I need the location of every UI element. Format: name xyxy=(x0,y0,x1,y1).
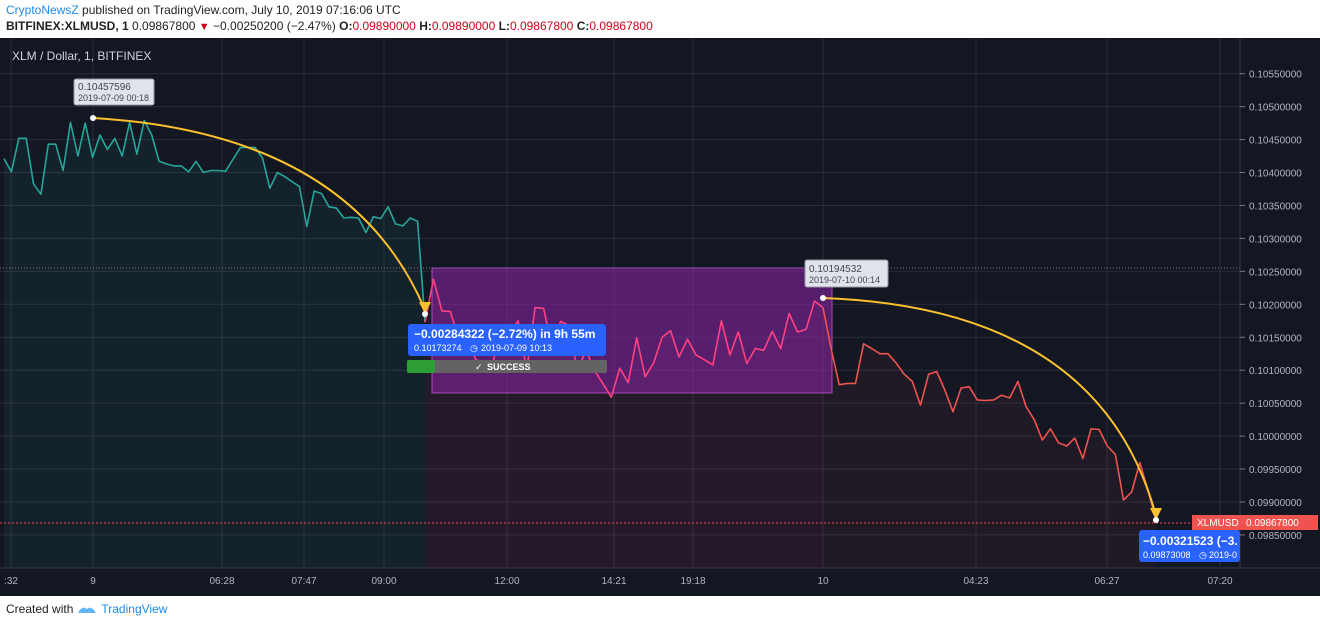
y-tick-label: 0.10550000 xyxy=(1249,70,1302,81)
peak-label-1[interactable]: 0.10457596 2019-07-09 00:18 xyxy=(73,78,155,106)
change-value: −0.00250200 (−2.47%) xyxy=(213,19,336,33)
measure-2-marker xyxy=(1153,517,1159,523)
last-price-symbol: XLMUSD xyxy=(1197,518,1239,529)
measure-label-2[interactable]: −0.00321523 (−3. 0.09873008 ◷ 2019-0 xyxy=(1139,530,1240,562)
x-tick-label: 06:28 xyxy=(209,576,234,587)
x-tick-label: 04:23 xyxy=(963,576,988,587)
y-tick-label: 0.10350000 xyxy=(1249,201,1302,212)
y-tick-label: 0.10450000 xyxy=(1249,136,1302,147)
x-tick-label: 14:21 xyxy=(601,576,626,587)
y-tick-label: 0.10250000 xyxy=(1249,267,1302,278)
y-tick-label: 0.10000000 xyxy=(1249,432,1302,443)
y-tick-label: 0.10400000 xyxy=(1249,169,1302,180)
measure-1-date: 2019-07-09 10:13 xyxy=(481,343,552,353)
y-tick-label: 0.09850000 xyxy=(1249,531,1302,542)
low-value: 0.09867800 xyxy=(509,19,574,33)
peak-2-marker xyxy=(820,295,826,301)
open-value: 0.09890000 xyxy=(352,19,416,33)
x-tick-label: 10 xyxy=(817,576,829,587)
y-tick-label: 0.10500000 xyxy=(1249,103,1302,114)
measure-2-price: 0.09873008 xyxy=(1143,550,1191,560)
y-tick-label: 0.10300000 xyxy=(1249,234,1302,245)
measure-1-price: 0.10173274 xyxy=(414,343,462,353)
close-value: 0.09867800 xyxy=(589,19,653,33)
measure-2-change: −0.00321523 (−3. xyxy=(1143,534,1238,548)
x-tick-label: 07:20 xyxy=(1207,576,1232,587)
series-line xyxy=(822,307,1157,521)
symbol-label: BITFINEX:XLMUSD, 1 xyxy=(6,19,129,33)
success-badge: ✓ SUCCESS xyxy=(407,360,607,373)
chart-title: XLM / Dollar, 1, BITFINEX xyxy=(12,49,151,63)
series-area xyxy=(823,307,1156,568)
open-label: O: xyxy=(339,19,353,33)
created-with-text: Created with xyxy=(6,602,74,616)
published-text: published on TradingView.com, July 10, 2… xyxy=(82,3,401,17)
y-tick-label: 0.09950000 xyxy=(1249,465,1302,476)
y-axis: 0.10550000 0.10500000 0.10450000 0.10400000… xyxy=(1240,70,1302,542)
measure-2-date: 2019-0 xyxy=(1209,550,1237,560)
clock-icon: ◷ xyxy=(470,343,478,353)
trend-arrows xyxy=(92,117,1162,520)
footer: Created with TradingView xyxy=(6,602,167,616)
peak-1-marker xyxy=(90,115,96,121)
last-price-value: 0.09867800 xyxy=(1246,518,1299,529)
y-tick-label: 0.10150000 xyxy=(1249,333,1302,344)
check-icon: ✓ xyxy=(475,362,483,372)
y-tick-label: 0.10100000 xyxy=(1249,366,1302,377)
series-area xyxy=(4,120,425,568)
arrowhead-2 xyxy=(1150,508,1162,520)
x-tick-label: 06:27 xyxy=(1094,576,1119,587)
ohlc-line: BITFINEX:XLMUSD, 1 0.09867800 ▼ −0.00250… xyxy=(6,19,653,33)
arrowhead-1 xyxy=(419,302,431,314)
clock-icon: ◷ xyxy=(1199,550,1207,560)
y-tick-label: 0.10200000 xyxy=(1249,300,1302,311)
publish-line: CryptoNewsZ published on TradingView.com… xyxy=(6,3,401,17)
measure-1-change: −0.00284322 (−2.72%) in 9h 55m xyxy=(414,327,595,341)
series-line xyxy=(3,119,426,323)
peak-2-price: 0.10194532 xyxy=(809,264,862,275)
y-tick-label: 0.10050000 xyxy=(1249,399,1302,410)
low-label: L: xyxy=(498,19,510,33)
x-tick-label: 9 xyxy=(90,576,96,587)
x-tick-label: 09:00 xyxy=(371,576,396,587)
success-text: SUCCESS xyxy=(487,362,531,372)
close-label: C: xyxy=(576,19,590,33)
x-axis: :32 9 06:28 07:47 09:00 12:00 14:21 19:18 10 04:2… xyxy=(4,576,1233,587)
price-chart[interactable]: XLM / Dollar, 1, BITFINEX 0.105500000.10… xyxy=(0,38,1320,596)
x-tick-label: 07:47 xyxy=(291,576,316,587)
measure-label-1[interactable]: −0.00284322 (−2.72%) in 9h 55m 0.1017327… xyxy=(408,324,606,356)
publisher-link[interactable]: CryptoNewsZ xyxy=(6,3,79,17)
trend-arrow-2 xyxy=(822,297,1157,517)
x-tick-label: 19:18 xyxy=(680,576,705,587)
last-price-badge: XLMUSD 0.09867800 xyxy=(1192,515,1318,530)
trend-arrow-1 xyxy=(92,117,426,311)
peak-2-date: 2019-07-10 00:14 xyxy=(809,275,880,285)
peak-label-2[interactable]: 0.10194532 2019-07-10 00:14 xyxy=(804,259,889,288)
last-price: 0.09867800 xyxy=(132,19,196,33)
high-value: 0.09890000 xyxy=(431,19,496,33)
measure-1-marker xyxy=(422,311,428,317)
down-triangle-icon: ▼ xyxy=(198,21,210,33)
y-tick-label: 0.09900000 xyxy=(1249,498,1302,509)
high-label: H: xyxy=(419,19,432,33)
tradingview-logo-icon xyxy=(78,607,97,613)
peak-1-price: 0.10457596 xyxy=(78,82,131,93)
tradingview-link[interactable]: TradingView xyxy=(101,602,168,616)
x-tick-label: 12:00 xyxy=(494,576,519,587)
x-tick-label: :32 xyxy=(4,576,18,587)
peak-1-date: 2019-07-09 00:18 xyxy=(78,93,149,103)
